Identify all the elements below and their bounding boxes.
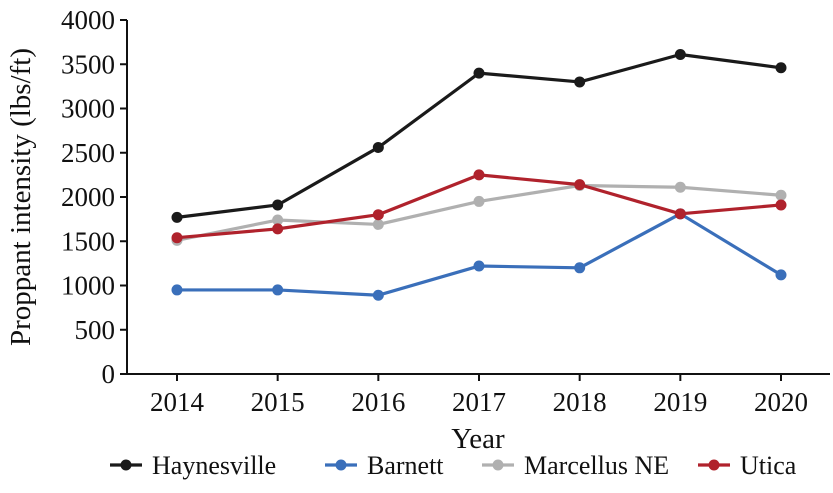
marcellus-ne-point [775,189,787,201]
haynesville-point [171,211,183,223]
barnett-point [171,284,183,296]
legend-label: Marcellus NE [524,451,669,480]
y-tick-label: 1500 [61,226,115,256]
barnett-point [473,260,485,272]
haynesville-point [674,49,686,61]
utica-point [372,209,384,221]
y-tick-label: 0 [102,359,116,389]
y-tick-label: 500 [75,315,116,345]
utica-point [674,208,686,220]
legend-item-barnett: Barnett [325,451,444,480]
legend-label: Haynesville [152,451,276,480]
y-tick-label: 2000 [61,182,115,212]
x-tick-label: 2017 [452,387,506,417]
utica-point [775,199,787,211]
x-tick-label: 2014 [150,387,205,417]
y-tick-label: 2500 [61,138,115,168]
marcellus-ne-point [473,195,485,207]
legend-marker [120,459,132,471]
y-tick-label: 3000 [61,94,115,124]
barnett-point [775,269,787,281]
y-tick-label: 4000 [61,5,115,35]
haynesville-point [272,199,284,211]
barnett-line [177,212,782,297]
x-tick-label: 2020 [754,387,808,417]
haynesville-point [574,76,586,88]
utica-point [574,179,586,191]
haynesville-point [473,67,485,79]
legend-label: Barnett [367,451,444,480]
legend-label: Utica [740,451,797,480]
series-layer [171,49,787,301]
haynesville-point [775,62,787,74]
utica-point [272,223,284,235]
legend-item-marcellus-ne: Marcellus NE [482,451,669,480]
legend-marker [335,459,347,471]
barnett-point [372,289,384,301]
x-tick-label: 2019 [653,387,707,417]
y-ticks: 0 500 1000 1500 2000 2500 3000 3500 4000 [61,5,127,389]
legend-item-utica: Utica [698,451,797,480]
haynesville-point [372,141,384,153]
barnett-point [574,262,586,274]
utica-point [473,169,485,181]
series-haynesville [171,49,787,223]
marcellus-ne-point [674,181,686,193]
x-tick-label: 2016 [351,387,405,417]
marcellus-ne-point [272,214,284,226]
legend-marker [708,459,720,471]
y-axis-title: Proppant intensity (lbs/ft) [5,48,37,346]
y-tick-label: 1000 [61,271,115,301]
legend-marker [492,459,504,471]
haynesville-line [176,52,782,219]
y-tick-label: 3500 [61,49,115,79]
x-tick-label: 2015 [251,387,305,417]
x-ticks: 2014 2015 2016 2017 2018 2019 2020 [150,374,808,417]
series-utica [171,169,787,244]
legend: Haynesville Barnett Marcellus NE Utica [110,451,797,480]
legend-item-haynesville: Haynesville [110,451,276,480]
x-axis-title: Year [451,423,505,455]
marcellus-ne-point [372,218,384,230]
utica-point [171,232,183,244]
barnett-point [272,284,284,296]
x-tick-label: 2018 [553,387,607,417]
